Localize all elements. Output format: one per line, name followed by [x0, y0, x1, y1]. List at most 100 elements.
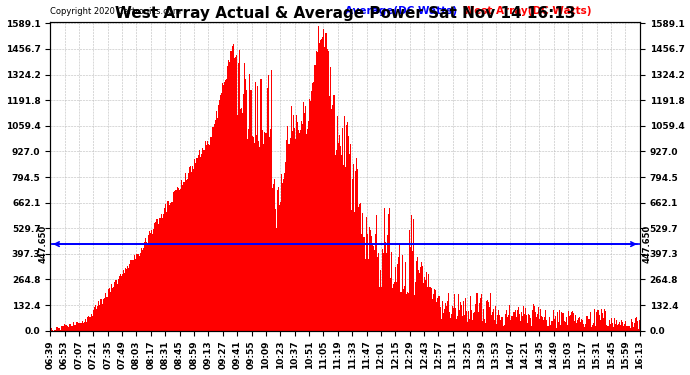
Bar [589, 312, 591, 331]
Bar [451, 314, 452, 331]
Bar [225, 80, 226, 331]
Bar [51, 328, 52, 331]
Bar [232, 46, 233, 331]
Bar [200, 157, 201, 331]
Bar [545, 310, 546, 331]
Bar [208, 144, 209, 331]
Bar [408, 230, 410, 331]
Text: Copyright 2020 Cartronics.com: Copyright 2020 Cartronics.com [50, 6, 181, 15]
Bar [539, 319, 540, 331]
Bar [119, 276, 120, 331]
Bar [345, 167, 346, 331]
Bar [534, 306, 535, 331]
Bar [503, 326, 504, 331]
Bar [547, 326, 549, 331]
Bar [332, 105, 333, 331]
Bar [171, 202, 172, 331]
Bar [513, 312, 515, 331]
Bar [299, 130, 301, 331]
Bar [490, 292, 491, 331]
Bar [87, 317, 88, 331]
Bar [527, 323, 528, 331]
Bar [587, 316, 589, 331]
Bar [575, 315, 576, 331]
Bar [307, 129, 308, 331]
Bar [480, 298, 481, 331]
Bar [502, 317, 503, 331]
Bar [184, 182, 185, 331]
Bar [498, 309, 499, 331]
Bar [236, 55, 237, 331]
Bar [388, 214, 389, 331]
Bar [320, 40, 322, 331]
Bar [59, 328, 61, 331]
Bar [561, 312, 562, 331]
Bar [339, 135, 340, 331]
Bar [330, 67, 331, 331]
Bar [543, 320, 544, 331]
Bar [531, 327, 532, 331]
Bar [389, 208, 391, 331]
Bar [442, 313, 444, 331]
Bar [357, 169, 358, 331]
Bar [55, 330, 57, 331]
Bar [557, 312, 558, 331]
Bar [110, 292, 111, 331]
Bar [302, 124, 303, 331]
Bar [165, 204, 166, 331]
Bar [460, 302, 461, 331]
Bar [141, 250, 143, 331]
Bar [95, 305, 97, 331]
Bar [366, 234, 368, 331]
Bar [410, 247, 411, 331]
Bar [423, 283, 424, 331]
Bar [606, 324, 607, 331]
Bar [418, 270, 419, 331]
Bar [118, 279, 119, 331]
Bar [316, 51, 317, 331]
Bar [479, 303, 480, 331]
Bar [530, 318, 531, 331]
Bar [76, 322, 77, 331]
Bar [303, 102, 304, 331]
Bar [496, 324, 497, 331]
Bar [420, 267, 421, 331]
Bar [535, 312, 536, 331]
Bar [315, 65, 316, 331]
Bar [185, 173, 186, 331]
Bar [120, 274, 121, 331]
Bar [334, 95, 335, 331]
Bar [130, 260, 131, 331]
Bar [605, 311, 606, 331]
Bar [522, 316, 523, 331]
Bar [455, 308, 456, 331]
Bar [549, 317, 551, 331]
Bar [75, 325, 76, 331]
Bar [383, 253, 384, 331]
Bar [360, 202, 362, 331]
Bar [192, 166, 193, 331]
Bar [629, 328, 631, 331]
Bar [264, 132, 265, 331]
Bar [154, 223, 155, 331]
Bar [431, 288, 433, 331]
Bar [202, 148, 204, 331]
Bar [301, 121, 302, 331]
Bar [221, 82, 223, 331]
Bar [226, 80, 227, 331]
Bar [381, 288, 382, 331]
Bar [206, 145, 207, 331]
Bar [526, 315, 527, 331]
Bar [328, 96, 330, 331]
Bar [311, 91, 312, 331]
Bar [593, 309, 595, 331]
Bar [306, 134, 307, 331]
Bar [604, 309, 605, 331]
Bar [456, 320, 457, 331]
Bar [241, 108, 242, 331]
Bar [224, 82, 225, 331]
Bar [148, 235, 149, 331]
Bar [66, 326, 67, 331]
Bar [211, 137, 213, 331]
Bar [452, 306, 453, 331]
